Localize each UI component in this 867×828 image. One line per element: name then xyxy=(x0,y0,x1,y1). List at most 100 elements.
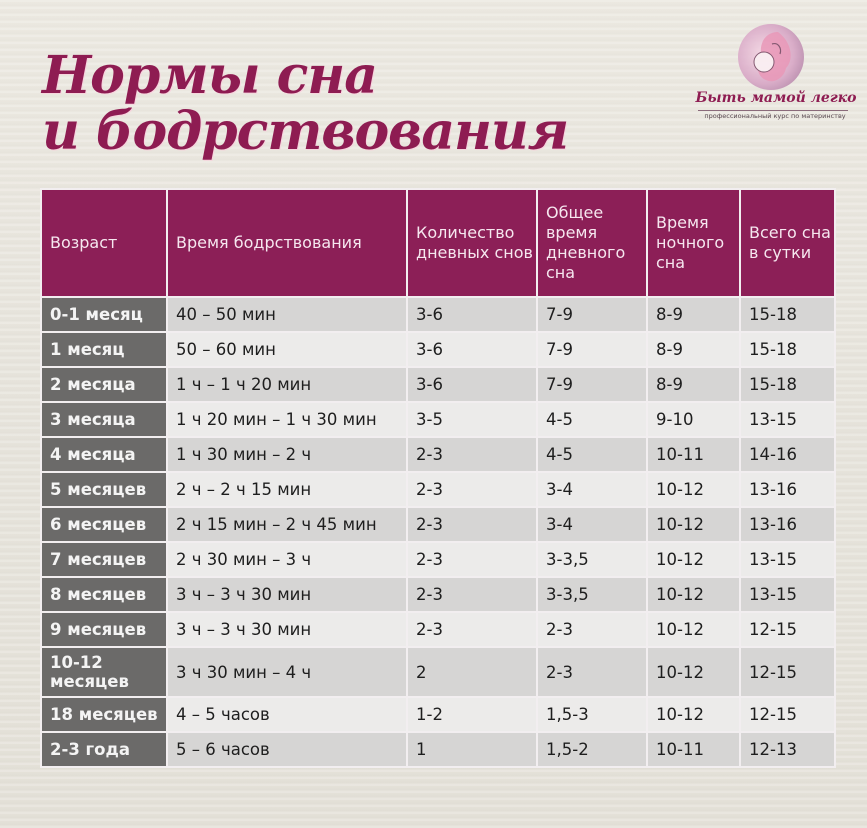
cell-total-sleep: 12-15 xyxy=(739,611,836,648)
cell-naps-count: 2-3 xyxy=(406,436,538,473)
table-row: 10-12 месяцев 3 ч 30 мин – 4 ч 2 2-3 10-… xyxy=(40,646,836,698)
table-row: 3 месяца 1 ч 20 мин – 1 ч 30 мин 3-5 4-5… xyxy=(40,401,836,438)
cell-total-sleep: 15-18 xyxy=(739,366,836,403)
cell-total-sleep: 13-15 xyxy=(739,401,836,438)
cell-wake-time: 2 ч – 2 ч 15 мин xyxy=(166,471,408,508)
cell-day-sleep: 7-9 xyxy=(536,331,648,368)
title-line-2: и бодрствования xyxy=(42,101,569,162)
header-day-sleep-total: Общее время дневного сна xyxy=(536,188,648,298)
cell-naps-count: 2-3 xyxy=(406,611,538,648)
cell-night-sleep: 10-12 xyxy=(646,696,741,733)
cell-naps-count: 2 xyxy=(406,646,538,698)
cell-wake-time: 1 ч – 1 ч 20 мин xyxy=(166,366,408,403)
cell-wake-time: 4 – 5 часов xyxy=(166,696,408,733)
cell-wake-time: 2 ч 15 мин – 2 ч 45 мин xyxy=(166,506,408,543)
logo-brand-name: Быть мамой легко xyxy=(695,90,857,106)
cell-total-sleep: 15-18 xyxy=(739,331,836,368)
cell-naps-count: 3-6 xyxy=(406,366,538,403)
table-row: 0-1 месяц 40 – 50 мин 3-6 7-9 8-9 15-18 xyxy=(40,296,836,333)
table-row: 5 месяцев 2 ч – 2 ч 15 мин 2-3 3-4 10-12… xyxy=(40,471,836,508)
cell-night-sleep: 9-10 xyxy=(646,401,741,438)
mother-with-baby-icon xyxy=(738,24,804,90)
header-total-sleep: Всего сна в сутки xyxy=(739,188,836,298)
cell-wake-time: 50 – 60 мин xyxy=(166,331,408,368)
cell-day-sleep: 1,5-3 xyxy=(536,696,648,733)
cell-total-sleep: 12-15 xyxy=(739,696,836,733)
cell-age: 6 месяцев xyxy=(40,506,168,543)
cell-age: 7 месяцев xyxy=(40,541,168,578)
cell-total-sleep: 12-13 xyxy=(739,731,836,768)
cell-wake-time: 40 – 50 мин xyxy=(166,296,408,333)
cell-night-sleep: 10-12 xyxy=(646,646,741,698)
cell-wake-time: 1 ч 20 мин – 1 ч 30 мин xyxy=(166,401,408,438)
cell-age: 3 месяца xyxy=(40,401,168,438)
cell-age: 4 месяца xyxy=(40,436,168,473)
cell-wake-time: 1 ч 30 мин – 2 ч xyxy=(166,436,408,473)
table-row: 6 месяцев 2 ч 15 мин – 2 ч 45 мин 2-3 3-… xyxy=(40,506,836,543)
cell-wake-time: 3 ч 30 мин – 4 ч xyxy=(166,646,408,698)
header-naps-count: Количество дневных снов xyxy=(406,188,538,298)
logo-divider xyxy=(698,110,848,111)
cell-day-sleep: 7-9 xyxy=(536,296,648,333)
header-wake-time: Время бодрствования xyxy=(166,188,408,298)
cell-total-sleep: 13-16 xyxy=(739,471,836,508)
cell-naps-count: 3-5 xyxy=(406,401,538,438)
cell-naps-count: 2-3 xyxy=(406,506,538,543)
table-row: 2-3 года 5 – 6 часов 1 1,5-2 10-11 12-13 xyxy=(40,731,836,768)
cell-total-sleep: 13-15 xyxy=(739,541,836,578)
brand-logo: Быть мамой легко профессиональный курс п… xyxy=(690,20,860,130)
table-row: 4 месяца 1 ч 30 мин – 2 ч 2-3 4-5 10-11 … xyxy=(40,436,836,473)
cell-wake-time: 3 ч – 3 ч 30 мин xyxy=(166,576,408,613)
table-row: 7 месяцев 2 ч 30 мин – 3 ч 2-3 3-3,5 10-… xyxy=(40,541,836,578)
header-night-sleep: Время ночного сна xyxy=(646,188,741,298)
cell-night-sleep: 8-9 xyxy=(646,366,741,403)
cell-wake-time: 5 – 6 часов xyxy=(166,731,408,768)
cell-naps-count: 1 xyxy=(406,731,538,768)
cell-night-sleep: 10-11 xyxy=(646,731,741,768)
cell-day-sleep: 3-4 xyxy=(536,471,648,508)
cell-total-sleep: 13-15 xyxy=(739,576,836,613)
cell-age: 0-1 месяц xyxy=(40,296,168,333)
cell-naps-count: 2-3 xyxy=(406,471,538,508)
cell-night-sleep: 10-12 xyxy=(646,576,741,613)
sleep-norms-table: Возраст Время бодрствования Количество д… xyxy=(40,188,836,768)
cell-night-sleep: 10-12 xyxy=(646,541,741,578)
cell-day-sleep: 4-5 xyxy=(536,436,648,473)
cell-night-sleep: 10-12 xyxy=(646,471,741,508)
cell-age: 2-3 года xyxy=(40,731,168,768)
cell-day-sleep: 3-3,5 xyxy=(536,576,648,613)
cell-age: 2 месяца xyxy=(40,366,168,403)
cell-naps-count: 3-6 xyxy=(406,331,538,368)
cell-day-sleep: 2-3 xyxy=(536,611,648,648)
cell-night-sleep: 10-12 xyxy=(646,611,741,648)
cell-day-sleep: 2-3 xyxy=(536,646,648,698)
title-line-1: Нормы сна xyxy=(42,45,378,106)
cell-day-sleep: 3-4 xyxy=(536,506,648,543)
cell-age: 10-12 месяцев xyxy=(40,646,168,698)
cell-total-sleep: 15-18 xyxy=(739,296,836,333)
cell-naps-count: 1-2 xyxy=(406,696,538,733)
cell-naps-count: 2-3 xyxy=(406,541,538,578)
logo-subtitle: профессиональный курс по материнству xyxy=(704,112,846,120)
cell-total-sleep: 12-15 xyxy=(739,646,836,698)
table-row: 2 месяца 1 ч – 1 ч 20 мин 3-6 7-9 8-9 15… xyxy=(40,366,836,403)
cell-naps-count: 2-3 xyxy=(406,576,538,613)
header-age: Возраст xyxy=(40,188,168,298)
cell-wake-time: 2 ч 30 мин – 3 ч xyxy=(166,541,408,578)
cell-day-sleep: 4-5 xyxy=(536,401,648,438)
table-header-row: Возраст Время бодрствования Количество д… xyxy=(40,188,836,298)
cell-night-sleep: 8-9 xyxy=(646,331,741,368)
cell-total-sleep: 13-16 xyxy=(739,506,836,543)
cell-naps-count: 3-6 xyxy=(406,296,538,333)
cell-wake-time: 3 ч – 3 ч 30 мин xyxy=(166,611,408,648)
cell-age: 8 месяцев xyxy=(40,576,168,613)
cell-day-sleep: 1,5-2 xyxy=(536,731,648,768)
cell-day-sleep: 7-9 xyxy=(536,366,648,403)
cell-night-sleep: 8-9 xyxy=(646,296,741,333)
table-row: 18 месяцев 4 – 5 часов 1-2 1,5-3 10-12 1… xyxy=(40,696,836,733)
table-row: 9 месяцев 3 ч – 3 ч 30 мин 2-3 2-3 10-12… xyxy=(40,611,836,648)
cell-day-sleep: 3-3,5 xyxy=(536,541,648,578)
cell-total-sleep: 14-16 xyxy=(739,436,836,473)
table-row: 1 месяц 50 – 60 мин 3-6 7-9 8-9 15-18 xyxy=(40,331,836,368)
cell-age: 18 месяцев xyxy=(40,696,168,733)
